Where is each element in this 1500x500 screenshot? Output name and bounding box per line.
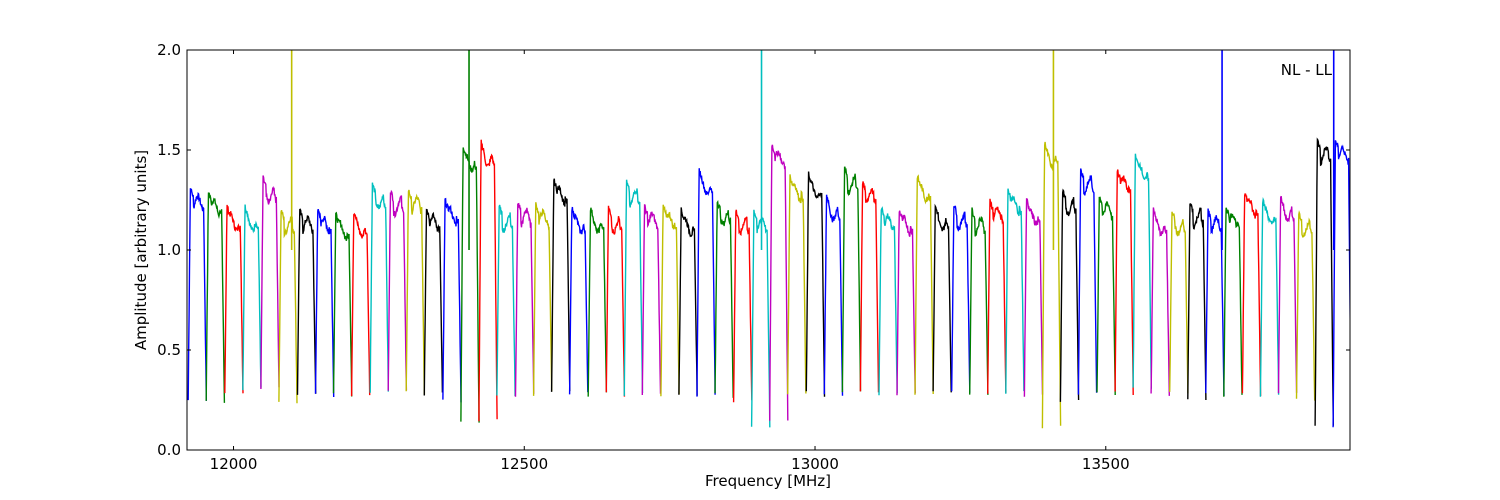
- band-curve: [1205, 208, 1225, 397]
- band-curve: [460, 147, 480, 423]
- band-curve: [769, 144, 789, 421]
- band-curve: [932, 203, 952, 393]
- band-curve: [423, 208, 444, 396]
- band-curve: [914, 174, 934, 395]
- band-curve: [387, 189, 408, 391]
- band-curve: [260, 175, 280, 390]
- band-curve: [587, 207, 608, 397]
- band-curve: [1259, 196, 1280, 397]
- band-curve: [224, 204, 244, 394]
- band-curve: [442, 197, 462, 403]
- band-curve: [369, 182, 389, 393]
- band-curve: [1132, 153, 1152, 389]
- band-curve: [1096, 196, 1116, 396]
- x-tick-label: 12500: [500, 455, 548, 473]
- band-curve: [242, 204, 262, 391]
- band-series-group: [187, 137, 1350, 429]
- band-curve: [678, 207, 698, 396]
- x-tick-label: 12000: [210, 455, 258, 473]
- band-curve: [1332, 140, 1350, 428]
- band-curve: [1041, 141, 1062, 429]
- band-curve: [550, 178, 571, 392]
- band-curve: [987, 198, 1007, 394]
- band-curve: [823, 194, 844, 396]
- plot-frame: [186, 49, 1351, 451]
- y-tick-label: 0.5: [157, 341, 181, 359]
- band-curve: [496, 204, 516, 397]
- band-curve: [841, 166, 862, 393]
- band-curve: [896, 210, 916, 396]
- band-curve: [605, 205, 626, 397]
- x-tick-label: 13000: [791, 455, 839, 473]
- band-curve: [332, 211, 353, 397]
- y-axis-label: Amplitude [arbitrary units]: [132, 150, 150, 350]
- band-curve: [623, 179, 644, 396]
- band-curve: [969, 207, 989, 395]
- band-curve: [350, 212, 371, 397]
- band-curve: [1114, 169, 1134, 396]
- band-curve: [951, 205, 971, 393]
- y-tick-label: 1.0: [157, 241, 181, 259]
- band-curve: [714, 200, 734, 398]
- band-curve: [314, 208, 335, 398]
- band-curve: [1023, 198, 1044, 397]
- band-curve: [205, 192, 226, 403]
- y-tick-label: 1.5: [157, 141, 181, 159]
- band-curve: [1150, 207, 1170, 396]
- band-curve: [1169, 211, 1189, 394]
- y-tick-label: 0.0: [157, 441, 181, 459]
- band-curve: [568, 206, 589, 395]
- band-curve: [660, 204, 680, 397]
- band-curve: [1005, 188, 1025, 394]
- band-curve: [1187, 202, 1207, 401]
- y-axis-ticks: 0.0 0.5 1.0 1.5 2.0: [157, 41, 1350, 459]
- band-curve: [750, 209, 771, 428]
- band-curve: [278, 210, 298, 404]
- band-curve: [732, 209, 753, 403]
- band-curve: [296, 208, 317, 395]
- y-tick-label: 2.0: [157, 41, 181, 59]
- band-curve: [1059, 188, 1080, 402]
- band-curve: [696, 168, 716, 397]
- band-curve: [1241, 193, 1262, 397]
- x-axis-label: Frequency [MHz]: [705, 472, 831, 490]
- band-curve: [1295, 210, 1316, 401]
- x-tick-label: 13500: [1082, 455, 1130, 473]
- band-curve: [1277, 195, 1298, 394]
- band-curve: [1314, 137, 1335, 426]
- spike-series-group: [290, 50, 1335, 250]
- band-curve: [405, 189, 426, 395]
- band-curve: [532, 202, 553, 396]
- band-curve: [478, 139, 498, 422]
- x-axis-ticks: 12000 12500 13000 13500: [210, 50, 1130, 473]
- plot-annotation: NL - LL: [1281, 61, 1333, 79]
- band-curve: [641, 204, 662, 396]
- band-curve: [1077, 168, 1098, 395]
- band-curve: [1223, 207, 1243, 397]
- band-curve: [787, 174, 807, 395]
- band-curve: [514, 202, 535, 397]
- band-curve: [878, 206, 898, 396]
- band-curve: [859, 181, 880, 393]
- band-curve: [187, 188, 207, 401]
- band-curve: [805, 171, 826, 397]
